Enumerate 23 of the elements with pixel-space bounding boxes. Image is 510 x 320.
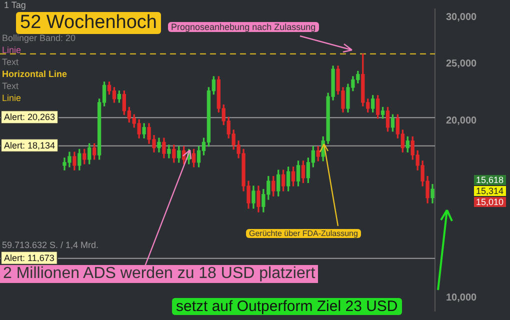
text: 15,618	[474, 175, 506, 186]
text: Linie	[2, 45, 22, 56]
ref-line-label: Alert: 20,263	[4, 112, 56, 122]
annotation: Bollinger Band: 20	[2, 33, 76, 44]
annotation: 2 Millionen ADS werden zu 18 USD platziert	[0, 265, 318, 284]
y-tick-label: 10,000	[446, 292, 478, 304]
text: Linie	[2, 93, 22, 104]
annotation: Gerüchte über FDA-Zulassung	[246, 229, 361, 238]
ref-line-label: Alert: 11,673	[4, 252, 54, 263]
ref-line-label: Alert: 18,134	[4, 140, 56, 150]
text: 1 Tag	[4, 0, 26, 10]
y-tick-label: 25,000	[446, 58, 478, 70]
annotation: Prognoseanhebung nach Zulassung	[168, 22, 319, 32]
text: 15,314	[474, 186, 506, 196]
annotation: setzt auf Outperform Ziel 23 USD	[172, 298, 402, 316]
y-tick-label: 20,000	[446, 116, 478, 127]
y-tick-label: 30,000	[446, 12, 478, 24]
annotation: 59.713.632 S. / 1,4 Mrd.	[2, 240, 99, 250]
text: Text	[2, 57, 19, 68]
annotation: 52 Wochenhoch	[16, 12, 161, 34]
text: 15,010	[474, 197, 506, 208]
annotation: Horizontal Line	[2, 69, 67, 80]
text: Text	[2, 81, 19, 92]
